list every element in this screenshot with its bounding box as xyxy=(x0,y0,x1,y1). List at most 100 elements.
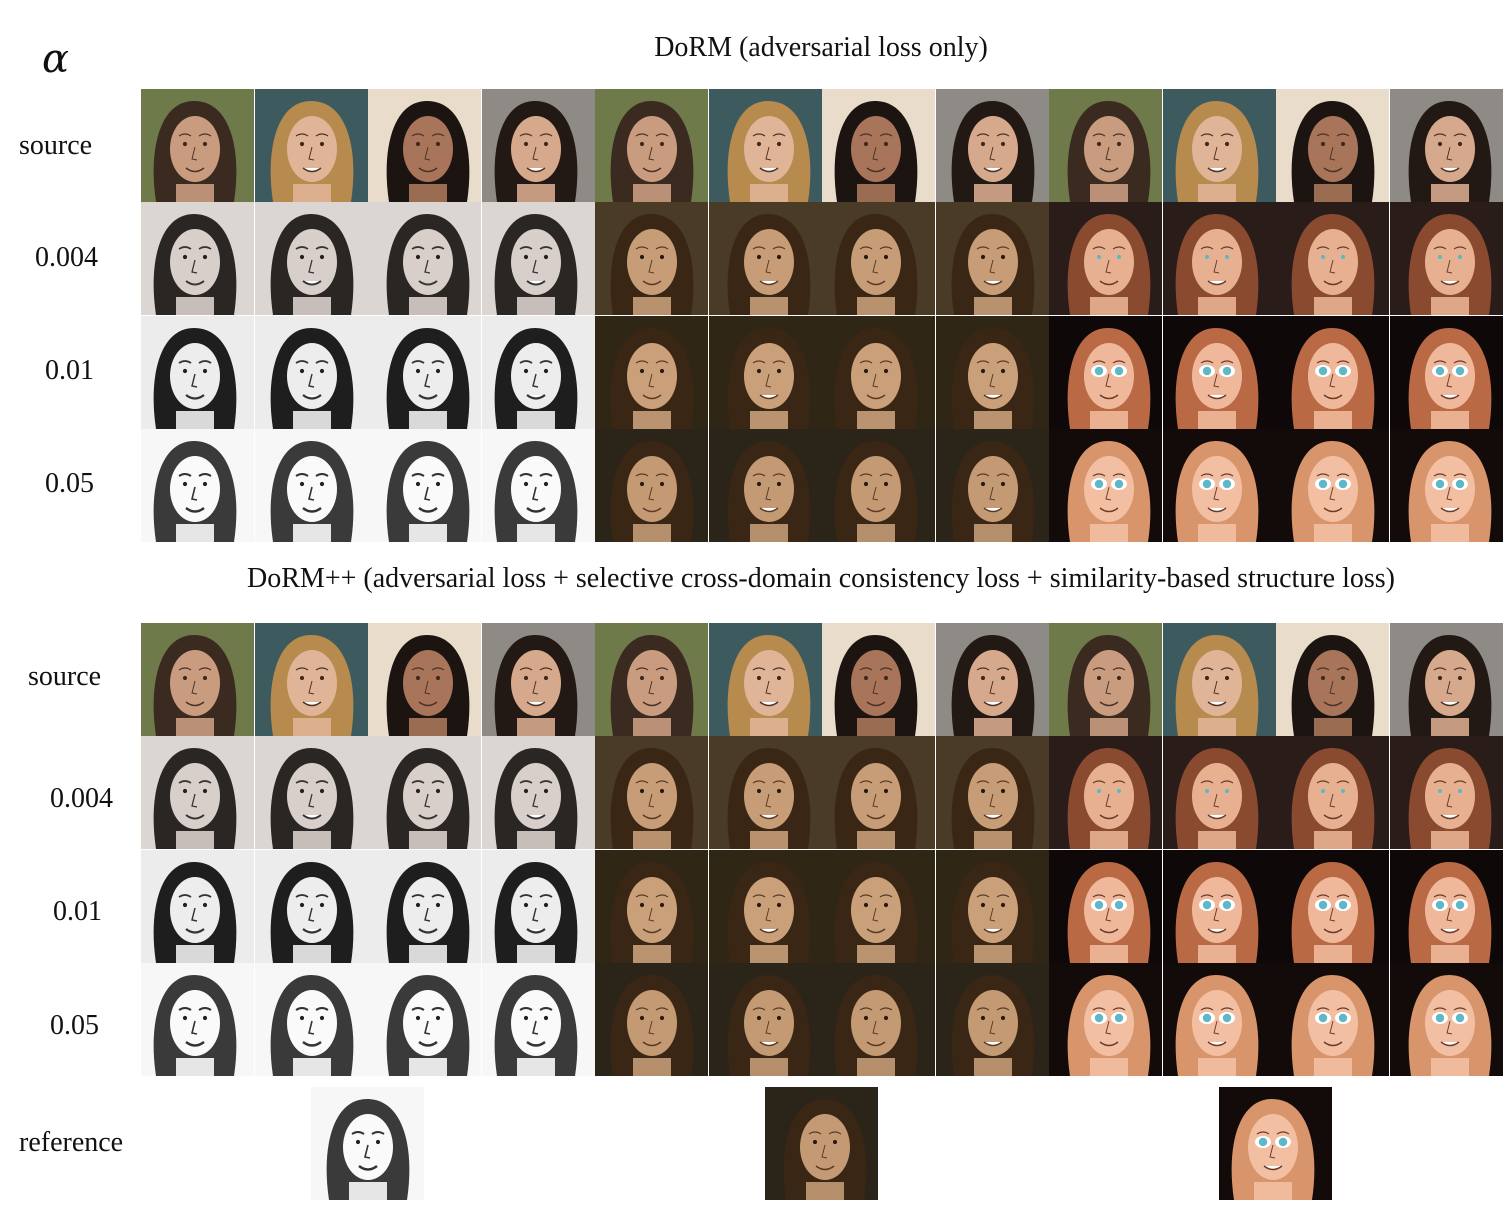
face-image-painting xyxy=(935,428,1049,542)
face-image-sketch xyxy=(481,428,595,542)
face-image-painting xyxy=(935,849,1049,963)
face-image-painting xyxy=(708,315,822,429)
section-title-dorm: DoRM (adversarial loss only) xyxy=(654,32,988,63)
image-row-level1 xyxy=(141,202,1503,316)
face-image-sketch xyxy=(368,428,481,542)
image-row-level3 xyxy=(141,428,1503,542)
row-label-alpha: 0.01 xyxy=(53,896,102,927)
face-image-sketch xyxy=(368,623,481,736)
reference-image-cartoon xyxy=(1219,1087,1332,1200)
face-image-painting xyxy=(822,89,935,202)
face-image-cartoon xyxy=(1162,202,1276,316)
face-image-sketch xyxy=(368,89,481,202)
face-image-painting xyxy=(822,962,935,1076)
face-image-sketch xyxy=(254,962,368,1076)
face-image-cartoon xyxy=(1162,89,1276,202)
face-image-sketch xyxy=(141,89,254,202)
face-image-cartoon xyxy=(1162,849,1276,963)
face-image-cartoon xyxy=(1049,736,1162,850)
face-image-painting xyxy=(822,428,935,542)
face-image-cartoon xyxy=(1049,428,1162,542)
face-image-painting xyxy=(822,736,935,850)
face-image-sketch xyxy=(368,962,481,1076)
face-image-cartoon xyxy=(1276,623,1389,736)
face-image-sketch xyxy=(254,849,368,963)
face-image-sketch xyxy=(481,849,595,963)
face-image-cartoon xyxy=(1389,623,1503,736)
face-image-sketch xyxy=(254,202,368,316)
face-image-painting xyxy=(595,962,708,1076)
face-image-cartoon xyxy=(1276,315,1389,429)
face-image-painting xyxy=(822,315,935,429)
face-image-painting xyxy=(822,849,935,963)
face-image-sketch xyxy=(141,849,254,963)
face-image-cartoon xyxy=(1276,202,1389,316)
section-title-dorm-plus: DoRM++ (adversarial loss + selective cro… xyxy=(247,563,1395,594)
face-image-cartoon xyxy=(1162,315,1276,429)
face-image-painting xyxy=(595,736,708,850)
face-image-cartoon xyxy=(1389,849,1503,963)
alpha-symbol: α xyxy=(42,36,70,82)
face-image-painting xyxy=(822,623,935,736)
face-image-painting xyxy=(595,315,708,429)
face-image-cartoon xyxy=(1162,962,1276,1076)
face-image-sketch xyxy=(368,736,481,850)
face-image-sketch xyxy=(368,315,481,429)
row-label-alpha: 0.05 xyxy=(50,1010,99,1041)
face-image-painting xyxy=(595,89,708,202)
row-label-source: source xyxy=(28,661,102,692)
face-image-sketch xyxy=(481,202,595,316)
face-image-sketch xyxy=(254,736,368,850)
face-image-sketch xyxy=(254,428,368,542)
face-image-painting xyxy=(708,623,822,736)
face-image-sketch xyxy=(481,623,595,736)
face-image-sketch xyxy=(481,315,595,429)
face-image-sketch xyxy=(141,623,254,736)
face-image-painting xyxy=(708,428,822,542)
face-image-sketch xyxy=(141,962,254,1076)
face-image-painting xyxy=(935,623,1049,736)
face-image-cartoon xyxy=(1049,623,1162,736)
face-image-painting xyxy=(708,736,822,850)
face-image-cartoon xyxy=(1276,736,1389,850)
reference-label: reference xyxy=(19,1127,124,1158)
face-image-cartoon xyxy=(1049,962,1162,1076)
face-image-sketch xyxy=(254,315,368,429)
face-image-sketch xyxy=(254,89,368,202)
face-image-painting xyxy=(708,962,822,1076)
face-image-cartoon xyxy=(1389,202,1503,316)
image-row-level2 xyxy=(141,315,1503,429)
row-label-alpha: 0.004 xyxy=(50,783,113,814)
face-image-painting xyxy=(708,202,822,316)
face-image-cartoon xyxy=(1049,89,1162,202)
image-row-source xyxy=(141,623,1503,736)
face-image-painting xyxy=(935,962,1049,1076)
image-row-level1 xyxy=(141,736,1503,850)
image-row-source xyxy=(141,89,1503,202)
face-image-cartoon xyxy=(1389,315,1503,429)
image-grid-dorm xyxy=(141,89,1503,542)
face-image-painting xyxy=(935,89,1049,202)
face-image-cartoon xyxy=(1162,623,1276,736)
image-grid-dorm-plus xyxy=(141,623,1503,1076)
face-image-cartoon xyxy=(1162,428,1276,542)
face-image-sketch xyxy=(141,202,254,316)
face-image-painting xyxy=(822,202,935,316)
face-image-painting xyxy=(595,428,708,542)
face-image-painting xyxy=(595,202,708,316)
face-image-cartoon xyxy=(1276,962,1389,1076)
face-image-painting xyxy=(708,89,822,202)
face-image-painting xyxy=(595,623,708,736)
row-label-alpha: 0.05 xyxy=(45,468,94,499)
face-image-sketch xyxy=(481,962,595,1076)
face-image-painting xyxy=(708,849,822,963)
face-image-cartoon xyxy=(1049,849,1162,963)
face-image-sketch xyxy=(141,428,254,542)
face-image-painting xyxy=(935,315,1049,429)
face-image-sketch xyxy=(141,736,254,850)
row-label-alpha: 0.01 xyxy=(45,355,94,386)
face-image-sketch xyxy=(481,89,595,202)
face-image-sketch xyxy=(368,202,481,316)
face-image-cartoon xyxy=(1049,315,1162,429)
face-image-cartoon xyxy=(1276,849,1389,963)
